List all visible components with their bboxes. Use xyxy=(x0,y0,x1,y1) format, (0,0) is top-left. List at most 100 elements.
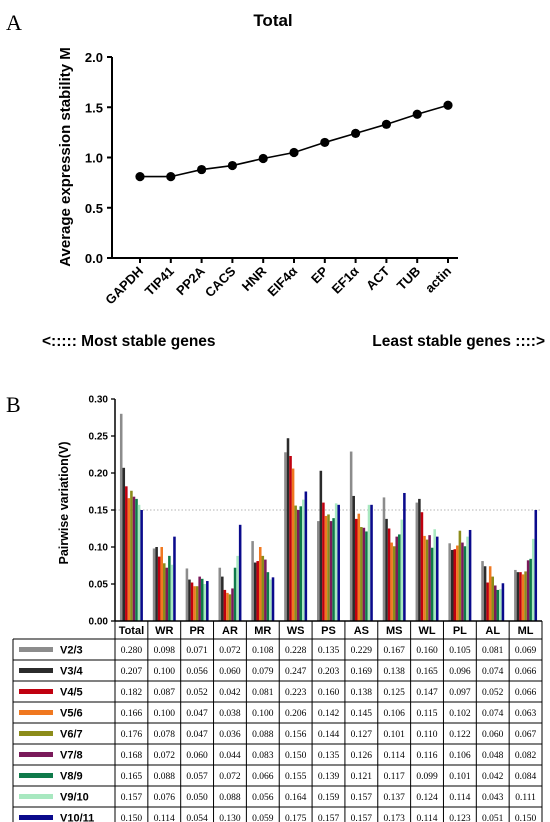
table-cell: 0.175 xyxy=(285,814,307,822)
bar xyxy=(256,561,259,621)
table-cell: 0.060 xyxy=(186,751,208,761)
bar xyxy=(221,576,224,621)
bar xyxy=(157,556,161,621)
legend-swatch xyxy=(19,773,53,778)
table-cell: 0.043 xyxy=(482,793,504,803)
table-cell: 0.138 xyxy=(351,688,373,698)
row-label: V4/5 xyxy=(60,687,83,699)
bar xyxy=(430,547,434,621)
bar xyxy=(415,502,419,621)
table-cell: 0.096 xyxy=(449,667,471,677)
table-cell: 0.074 xyxy=(482,709,504,719)
table-cell: 0.072 xyxy=(219,646,241,656)
legend-swatch xyxy=(19,647,53,652)
bar xyxy=(304,491,308,621)
x-tick-label: TUB xyxy=(394,264,423,293)
row-label: V8/9 xyxy=(60,771,83,783)
table-cell: 0.060 xyxy=(482,730,504,740)
table-cell: 0.036 xyxy=(219,730,241,740)
legend-swatch xyxy=(19,794,53,799)
table-cell: 0.066 xyxy=(515,688,537,698)
bar xyxy=(233,567,237,621)
bar xyxy=(461,542,464,621)
table-cell: 0.116 xyxy=(417,751,438,761)
x-tick-label: TIP41 xyxy=(142,264,177,299)
data-point xyxy=(258,153,268,164)
table-cell: 0.110 xyxy=(417,730,438,740)
bar xyxy=(433,529,436,621)
y-tick-label: 1.5 xyxy=(85,100,103,115)
table-cell: 0.072 xyxy=(219,772,241,782)
table-header-cell: WS xyxy=(287,625,305,637)
bar xyxy=(264,559,267,621)
table-cell: 0.074 xyxy=(482,667,504,677)
table-cell: 0.137 xyxy=(384,793,406,803)
table-cell: 0.147 xyxy=(416,688,438,698)
bar xyxy=(223,589,227,621)
bar xyxy=(392,546,396,621)
table-cell: 0.079 xyxy=(252,667,274,677)
table-cell: 0.229 xyxy=(351,646,373,656)
bar xyxy=(302,499,305,621)
panel-b-letter: B xyxy=(6,392,21,417)
chart-a-ylabel: Average expression stability M xyxy=(57,47,74,267)
table-cell: 0.076 xyxy=(154,793,176,803)
bar xyxy=(450,549,454,621)
bar xyxy=(362,527,366,621)
bar xyxy=(173,536,176,621)
table-cell: 0.176 xyxy=(121,730,143,740)
bar xyxy=(200,578,204,621)
table-cell: 0.126 xyxy=(351,751,373,761)
bar xyxy=(468,529,472,621)
table-cell: 0.100 xyxy=(154,667,176,677)
bar xyxy=(423,535,426,621)
bar xyxy=(198,576,201,621)
row-label: V7/8 xyxy=(60,750,83,762)
table-cell: 0.082 xyxy=(515,751,537,761)
table-cell: 0.156 xyxy=(285,730,307,740)
bar xyxy=(385,518,388,621)
table-cell: 0.051 xyxy=(482,814,504,822)
bar xyxy=(494,585,497,621)
bar xyxy=(294,505,297,621)
table-cell: 0.100 xyxy=(252,709,274,719)
table-cell: 0.078 xyxy=(154,730,176,740)
table-cell: 0.106 xyxy=(449,751,471,761)
bar xyxy=(137,504,141,621)
table-cell: 0.122 xyxy=(449,730,471,740)
bar xyxy=(271,577,275,621)
bar xyxy=(501,583,505,621)
table-cell: 0.106 xyxy=(384,709,406,719)
bar xyxy=(466,536,469,621)
bar xyxy=(354,518,358,621)
table-cell: 0.047 xyxy=(186,709,208,719)
table-cell: 0.114 xyxy=(154,814,175,822)
table-cell: 0.087 xyxy=(154,688,176,698)
table-cell: 0.066 xyxy=(515,667,537,677)
table-header-cell: WL xyxy=(418,625,435,637)
table-header-cell: PL xyxy=(453,625,467,637)
bar xyxy=(418,498,421,621)
y-tick-label: 0.30 xyxy=(89,395,109,406)
table-cell: 0.138 xyxy=(384,667,406,677)
bar xyxy=(188,579,191,621)
bar xyxy=(226,592,229,621)
x-tick-label: actin xyxy=(422,263,454,295)
table-cell: 0.084 xyxy=(515,772,537,782)
values-table: Total WR PR AR MR WS PS AS MS WL PL AL ML V2/3 0.280 0.… xyxy=(12,621,543,822)
bar xyxy=(327,514,330,621)
table-header-cell: PR xyxy=(189,625,204,637)
bar xyxy=(127,498,131,621)
bar xyxy=(317,521,320,621)
bar xyxy=(122,467,126,621)
bar xyxy=(130,490,133,621)
chart-a-title: Total xyxy=(253,11,292,30)
table-cell: 0.115 xyxy=(417,709,438,719)
bar xyxy=(357,513,361,621)
table-cell: 0.160 xyxy=(416,646,438,656)
x-tick-label: CACS xyxy=(202,263,239,300)
table-cell: 0.066 xyxy=(252,772,274,782)
table-cell: 0.060 xyxy=(219,667,241,677)
bar xyxy=(420,512,424,621)
table-cell: 0.101 xyxy=(384,730,406,740)
